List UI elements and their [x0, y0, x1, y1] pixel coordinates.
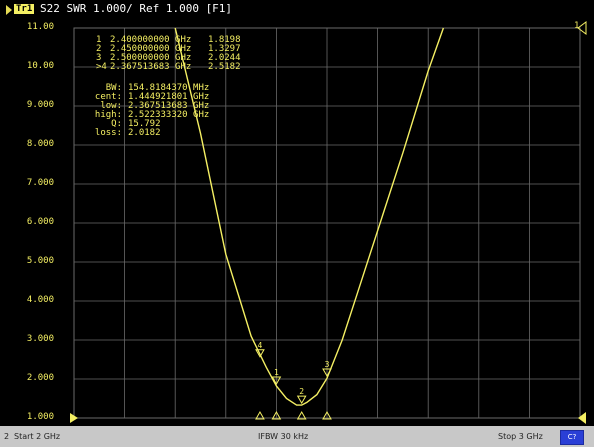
- y-tick-label: 9.000: [26, 100, 54, 110]
- stat-label: low:: [100, 101, 122, 111]
- stat-label: BW:: [105, 83, 122, 93]
- y-tick-label: 8.000: [26, 139, 54, 149]
- marker-triangle-icon: [322, 368, 332, 378]
- marker-value: 2.5182: [208, 62, 241, 72]
- stat-label: Q:: [111, 119, 122, 129]
- marker-value: 1.3297: [208, 44, 241, 54]
- reference-left-arrow-icon: [70, 413, 78, 423]
- stat-label: high:: [94, 110, 122, 120]
- channel-status-button[interactable]: C?: [560, 430, 584, 445]
- marker-axis-triangle-icon: [271, 410, 282, 420]
- y-tick-label: 2.000: [26, 373, 54, 383]
- start-frequency[interactable]: Start 2 GHz: [14, 432, 61, 441]
- y-tick-label: 10.00: [26, 61, 54, 71]
- y-tick-label: 3.000: [26, 334, 54, 344]
- marker-axis-triangle-icon: [322, 410, 332, 420]
- trace-end-arrow-icon: [577, 21, 587, 35]
- marker-number: 2: [299, 387, 304, 396]
- stat-label: cent:: [94, 92, 122, 102]
- marker-id: 1: [96, 35, 102, 45]
- marker-frequency: 2.500000000 GHz: [110, 53, 192, 63]
- marker-frequency: 2.400000000 GHz: [110, 35, 192, 45]
- marker-axis-triangle-icon: [296, 410, 307, 420]
- stat-value: 154.8184370 MHz: [128, 83, 210, 93]
- trace-end-label: 1: [574, 21, 580, 31]
- trace-label[interactable]: Tr1: [14, 4, 35, 14]
- y-tick-label: 4.000: [26, 295, 54, 305]
- stat-value: 2.522333320 GHz: [128, 110, 210, 120]
- marker-value: 2.0244: [208, 53, 241, 63]
- y-tick-label: 7.000: [26, 178, 54, 188]
- stat-value: 1.444921801 GHz: [128, 92, 210, 102]
- channel-number: 2: [4, 432, 10, 441]
- marker-id: >4: [96, 62, 107, 72]
- y-tick-label: 1.000: [26, 412, 54, 422]
- stop-frequency[interactable]: Stop 3 GHz: [498, 432, 543, 441]
- status-bar: 2 Start 2 GHz IFBW 30 kHz Stop 3 GHz C?: [0, 426, 594, 447]
- active-trace-arrow-icon: [6, 5, 12, 15]
- marker-value: 1.8198: [208, 35, 241, 45]
- y-tick-label: 11.00: [26, 22, 54, 32]
- stat-value: 2.0182: [128, 128, 161, 138]
- marker-number: 3: [325, 360, 330, 369]
- stat-label: loss:: [94, 128, 122, 138]
- marker-triangle-icon: [296, 395, 307, 405]
- y-tick-label: 5.000: [26, 256, 54, 266]
- marker-id: 3: [96, 53, 102, 63]
- marker-id: 2: [96, 44, 102, 54]
- marker-frequency: 2.367513683 GHz: [110, 62, 192, 72]
- stat-value: 15.792: [128, 119, 161, 129]
- ifbw-value[interactable]: IFBW 30 kHz: [258, 432, 309, 441]
- marker-triangle-icon: [255, 349, 265, 358]
- y-tick-label: 6.000: [26, 217, 54, 227]
- marker-frequency: 2.450000000 GHz: [110, 44, 192, 54]
- marker-number: 1: [274, 368, 279, 377]
- reference-right-arrow-icon: [578, 412, 586, 424]
- marker-triangle-icon: [271, 376, 282, 386]
- trace-title: S22 SWR 1.000/ Ref 1.000 [F1]: [40, 2, 233, 15]
- swr-trace: [174, 27, 445, 406]
- trace-header: Tr1 S22 SWR 1.000/ Ref 1.000 [F1]: [0, 0, 594, 18]
- marker-number: 4: [258, 341, 263, 350]
- stat-value: 2.367513683 GHz: [128, 101, 210, 111]
- marker-axis-triangle-icon: [255, 410, 265, 420]
